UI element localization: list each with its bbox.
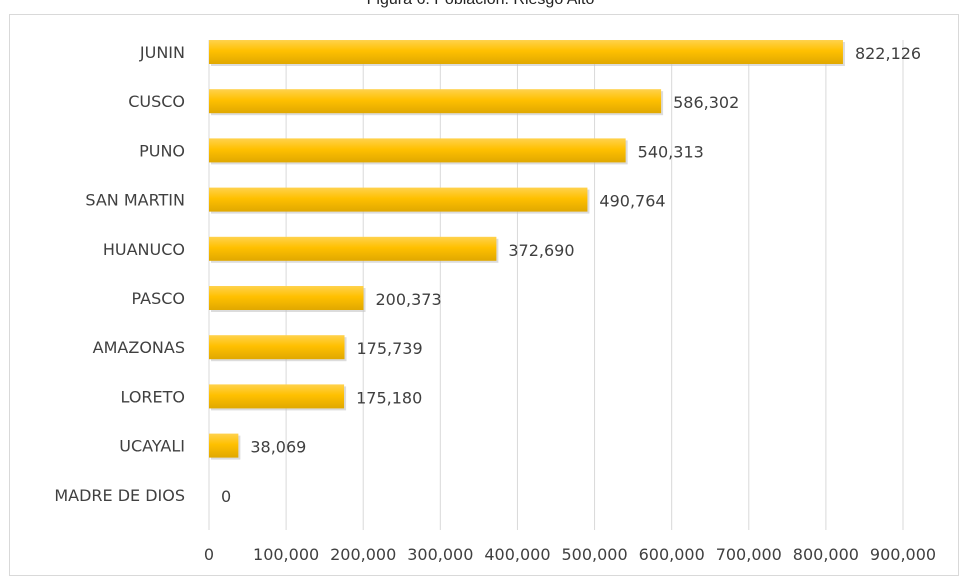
data-label: 372,690 [508,241,574,260]
bar [209,187,588,212]
category-label: PUNO [139,141,185,160]
category-label: JUNIN [139,43,185,62]
category-label: MADRE DE DIOS [54,486,185,505]
x-tick-label: 200,000 [330,545,396,564]
x-tick-label: 800,000 [793,545,859,564]
data-label: 490,764 [599,192,665,211]
data-label: 38,069 [250,438,306,457]
data-label: 0 [221,487,231,506]
data-label: 175,739 [357,339,423,358]
bar [209,335,345,360]
bar [209,138,626,163]
x-tick-label: 100,000 [253,545,319,564]
data-label: 175,180 [356,388,422,407]
category-label: PASCO [132,289,186,308]
bar [209,40,843,64]
x-tick-label: 300,000 [407,545,473,564]
data-label: 586,302 [673,93,739,112]
chart-title: Figura 6: Población: Riesgo Alto [0,0,961,9]
bar [209,384,345,409]
bar [209,433,239,458]
bar [209,236,497,261]
data-label: 540,313 [638,142,704,161]
x-tick-label: 700,000 [716,545,782,564]
category-label: HUANUCO [103,240,185,259]
data-label: 200,373 [376,290,442,309]
bar [209,286,364,310]
x-tick-label: 0 [204,545,214,564]
x-tick-label: 900,000 [870,545,936,564]
x-tick-label: 400,000 [484,545,550,564]
category-label: SAN MARTIN [85,191,185,210]
category-label: CUSCO [128,92,185,111]
bar [209,89,662,114]
category-label: LORETO [120,387,185,406]
x-tick-label: 500,000 [561,545,627,564]
category-label: UCAYALI [119,437,185,456]
data-label: 822,126 [855,44,921,63]
x-tick-label: 600,000 [639,545,705,564]
category-label: AMAZONAS [93,338,185,357]
